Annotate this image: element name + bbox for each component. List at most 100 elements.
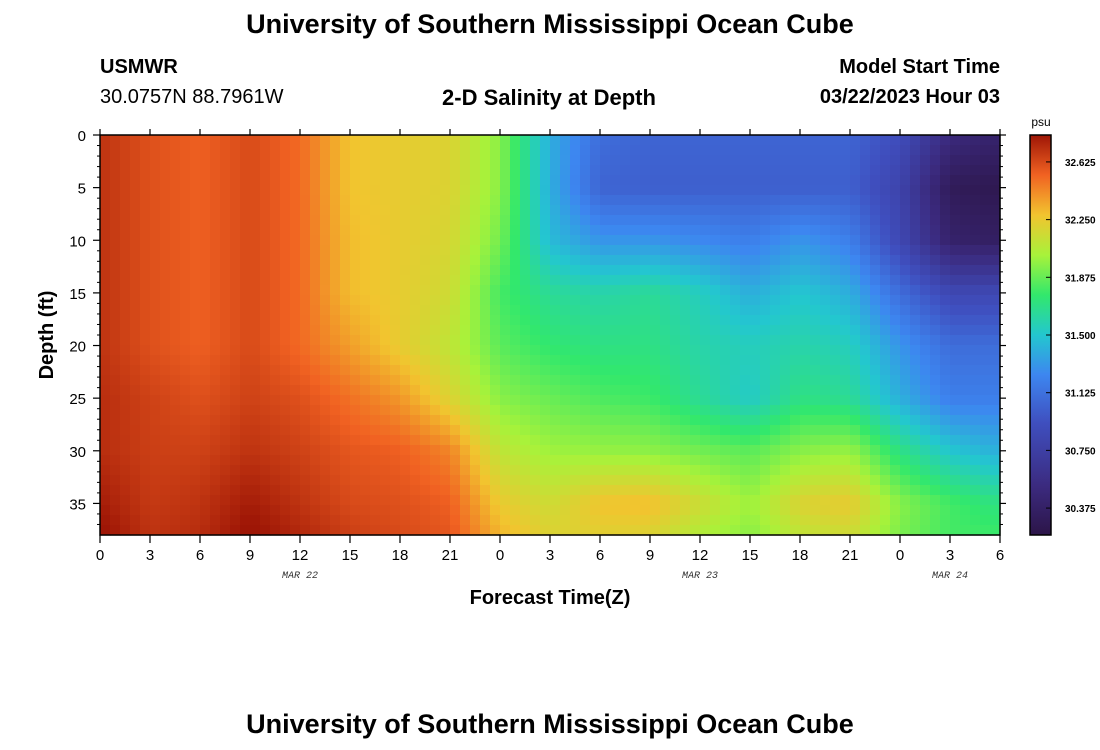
heatmap-cell [530, 135, 541, 146]
heatmap-cell [670, 435, 681, 446]
heatmap-cell [580, 355, 591, 366]
heatmap-cell [360, 375, 371, 386]
heatmap-cell [210, 335, 221, 346]
heatmap-cell [160, 375, 171, 386]
heatmap-cell [560, 315, 571, 326]
heatmap-cell [940, 185, 951, 196]
heatmap-cell [650, 325, 661, 336]
heatmap-cell [240, 455, 251, 466]
heatmap-cell [540, 325, 551, 336]
heatmap-cell [770, 485, 781, 496]
heatmap-cell [730, 315, 741, 326]
heatmap-cell [850, 405, 861, 416]
heatmap-cell [850, 465, 861, 476]
heatmap-cell [280, 425, 291, 436]
heatmap-cell [730, 205, 741, 216]
heatmap-cell [900, 165, 911, 176]
heatmap-cell [100, 485, 111, 496]
heatmap-cell [960, 495, 971, 506]
heatmap-cell [540, 155, 551, 166]
heatmap-cell [760, 285, 771, 296]
heatmap-cell [870, 195, 881, 206]
heatmap-cell [860, 395, 871, 406]
heatmap-cell [410, 525, 421, 536]
heatmap-cell [220, 235, 231, 246]
heatmap-cell [150, 405, 161, 416]
heatmap-cell [320, 365, 331, 376]
heatmap-cell [630, 235, 641, 246]
heatmap-cell [410, 385, 421, 396]
heatmap-cell [320, 335, 331, 346]
heatmap-cell [400, 185, 411, 196]
heatmap-cell [170, 155, 181, 166]
heatmap-cell [670, 385, 681, 396]
heatmap-cell [820, 275, 831, 286]
heatmap-cell [870, 365, 881, 376]
heatmap-cell [450, 505, 461, 516]
heatmap-cell [510, 515, 521, 526]
heatmap-cell [900, 475, 911, 486]
heatmap-cell [150, 185, 161, 196]
x-tick-label: 6 [596, 547, 604, 564]
heatmap-cell [220, 445, 231, 456]
heatmap-cell [540, 285, 551, 296]
heatmap-cell [840, 435, 851, 446]
heatmap-cell [770, 145, 781, 156]
heatmap-cell [470, 345, 481, 356]
heatmap-cell [750, 395, 761, 406]
heatmap-cell [500, 465, 511, 476]
heatmap-cell [250, 155, 261, 166]
heatmap-cell [570, 285, 581, 296]
heatmap-cell [480, 475, 491, 486]
heatmap-cell [320, 175, 331, 186]
heatmap-cell [120, 285, 131, 296]
heatmap-cell [480, 385, 491, 396]
heatmap-cell [400, 175, 411, 186]
heatmap-cell [420, 155, 431, 166]
heatmap-cell [660, 215, 671, 226]
heatmap-cell [950, 485, 961, 496]
heatmap-cell [790, 445, 801, 456]
heatmap-cell [430, 375, 441, 386]
heatmap-cell [920, 295, 931, 306]
heatmap-cell [620, 225, 631, 236]
heatmap-cell [660, 345, 671, 356]
heatmap-cell [930, 135, 941, 146]
heatmap-cell [790, 175, 801, 186]
heatmap-cell [730, 335, 741, 346]
heatmap-cell [470, 235, 481, 246]
heatmap-cell [820, 315, 831, 326]
heatmap-cell [190, 405, 201, 416]
heatmap-cell [430, 385, 441, 396]
heatmap-cell [190, 445, 201, 456]
heatmap-cell [440, 285, 451, 296]
heatmap-cell [550, 485, 561, 496]
heatmap-cell [340, 525, 351, 536]
heatmap-cell [600, 165, 611, 176]
heatmap-cell [950, 325, 961, 336]
heatmap-cell [730, 305, 741, 316]
heatmap-cell [880, 385, 891, 396]
heatmap-cell [390, 145, 401, 156]
heatmap-cell [540, 165, 551, 176]
heatmap-cell [760, 315, 771, 326]
heatmap-cell [900, 455, 911, 466]
heatmap-cell [600, 155, 611, 166]
heatmap-cell [270, 295, 281, 306]
heatmap-cell [850, 295, 861, 306]
heatmap-cell [620, 235, 631, 246]
heatmap-cell [720, 425, 731, 436]
heatmap-cell [300, 155, 311, 166]
heatmap-cell [930, 275, 941, 286]
heatmap-cell [630, 485, 641, 496]
heatmap-cell [530, 145, 541, 156]
heatmap-cell [410, 215, 421, 226]
heatmap-cell [710, 425, 721, 436]
heatmap-cell [470, 285, 481, 296]
heatmap-cell [970, 485, 981, 496]
heatmap-cell [640, 385, 651, 396]
heatmap-cell [370, 205, 381, 216]
heatmap-cell [310, 335, 321, 346]
heatmap-cell [960, 355, 971, 366]
heatmap-cell [280, 305, 291, 316]
